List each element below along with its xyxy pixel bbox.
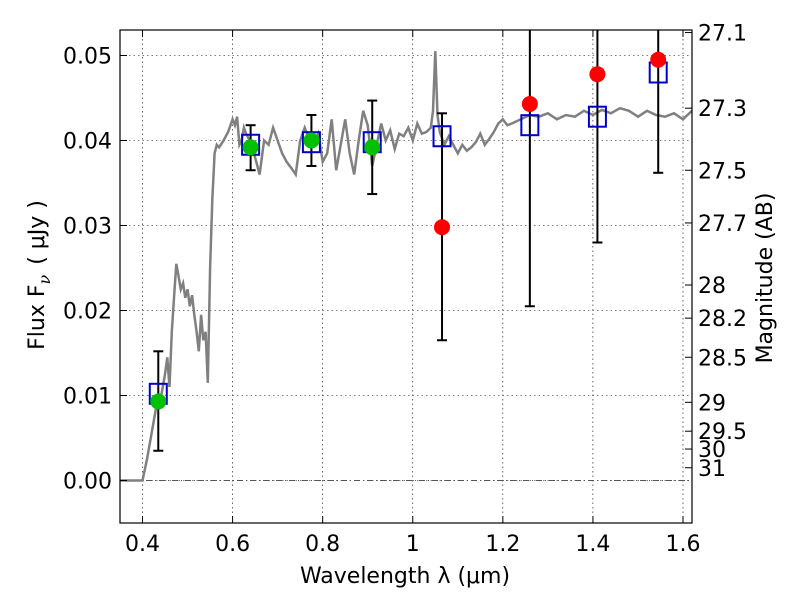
y-tick-label: 0.01 bbox=[63, 385, 112, 410]
x-tick-label: 1.2 bbox=[485, 532, 520, 557]
observed-point-green bbox=[150, 393, 167, 410]
magnitude-tick-label: 29.5 bbox=[698, 420, 747, 445]
model-photometry-box bbox=[520, 114, 540, 137]
magnitude-tick-label: 27.1 bbox=[698, 22, 747, 47]
x-tick-label: 1.6 bbox=[665, 532, 700, 557]
y-tick-label: 0.05 bbox=[63, 45, 112, 70]
x-tick-label: 0.8 bbox=[305, 532, 340, 557]
x-axis-ticks: 0.4 0.6 0.8 1 1.2 1.4 1.6 bbox=[125, 30, 700, 557]
model-photometry-boxes bbox=[148, 61, 668, 405]
model-photometry-box bbox=[301, 131, 321, 154]
x-tick-label: 1.4 bbox=[575, 532, 610, 557]
model-photometry-box bbox=[587, 105, 607, 128]
observed-point-red bbox=[589, 66, 606, 83]
magnitude-tick-label: 30 bbox=[698, 438, 726, 463]
observed-point-red bbox=[521, 95, 538, 112]
y-tick-label: 0.04 bbox=[63, 130, 112, 155]
observed-point-green bbox=[242, 139, 259, 156]
y-axis-label-subscript: ν bbox=[35, 275, 54, 285]
y-tick-label: 0.02 bbox=[63, 300, 112, 325]
x-tick-label: 0.4 bbox=[125, 532, 160, 557]
magnitude-tick-label: 27.5 bbox=[698, 159, 747, 184]
svg-text:Flux Fν( μJy ): Flux Fν ( μJy ) bbox=[25, 200, 54, 350]
magnitude-tick-label: 27.3 bbox=[698, 97, 747, 122]
y-axis-ticks: 0.00 0.01 0.02 0.03 0.04 0.05 bbox=[63, 45, 127, 495]
magnitude-tick-label: 27.7 bbox=[698, 212, 747, 237]
y-tick-label: 0.03 bbox=[63, 215, 112, 240]
magnitude-tick-label: 29 bbox=[698, 391, 726, 416]
x-tick-label: 1 bbox=[406, 532, 420, 557]
magnitude-tick-label: 28.5 bbox=[698, 346, 747, 371]
plot-frame bbox=[119, 29, 693, 524]
y-axis-label-unit: ( μJy ) bbox=[25, 200, 50, 265]
observed-point-green bbox=[303, 132, 320, 149]
model-photometry-box bbox=[432, 125, 452, 148]
right-axis-label: Magnitude (AB) bbox=[753, 193, 778, 364]
x-axis-label: Wavelength λ (μm) bbox=[300, 564, 510, 589]
y-axis-label-group: Flux Fν ( μJy ) bbox=[25, 200, 54, 350]
error-bars bbox=[153, 30, 664, 452]
observed-point-green bbox=[364, 139, 381, 156]
spectrum-line bbox=[120, 51, 693, 482]
observed-point-red bbox=[650, 51, 667, 68]
magnitude-tick-label: 28.2 bbox=[698, 307, 747, 332]
observed-points bbox=[150, 51, 667, 410]
magnitude-tick-label: 31 bbox=[698, 457, 726, 482]
x-tick-label: 0.6 bbox=[215, 532, 250, 557]
grid bbox=[120, 30, 692, 523]
observed-point-red bbox=[434, 219, 451, 236]
y-axis-label: Flux F bbox=[25, 285, 50, 350]
magnitude-tick-label: 28 bbox=[698, 274, 726, 299]
y-tick-label: 0.00 bbox=[63, 470, 112, 495]
